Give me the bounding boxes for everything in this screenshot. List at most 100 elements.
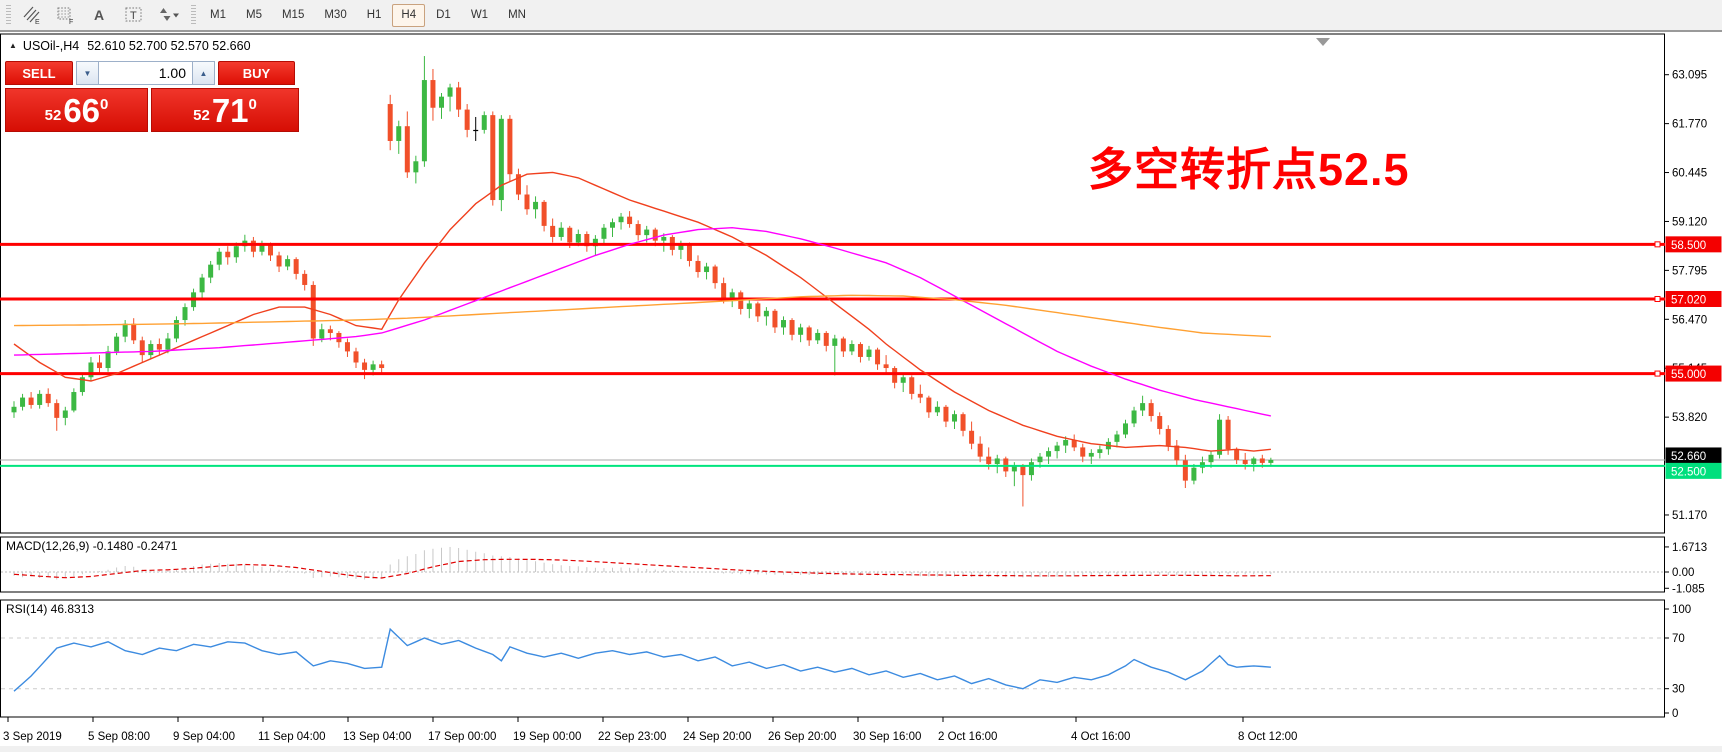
sell-price-sup: 0 [100, 95, 109, 113]
candle-body [62, 410, 68, 418]
candle-body [524, 194, 530, 210]
candle-body [396, 126, 402, 141]
cycle-arrows-icon[interactable] [152, 2, 184, 28]
candle-body [584, 234, 590, 247]
candle-body [840, 338, 846, 352]
candle-body [1234, 449, 1240, 460]
price-tick-label: 57.795 [1672, 265, 1707, 277]
candle-body [88, 362, 94, 378]
candle-body [447, 87, 453, 97]
volume-decrease-button[interactable]: ▼ [76, 61, 99, 85]
timeframe-m1[interactable]: M1 [210, 8, 226, 21]
candle-body [310, 284, 316, 339]
candle-body [370, 364, 376, 370]
time-tick-label: 24 Sep 20:00 [683, 731, 751, 743]
candle-body [302, 273, 308, 285]
toolbar-grip[interactable] [6, 5, 11, 25]
svg-text:T: T [130, 10, 137, 22]
time-tick-label: 2 Oct 16:00 [938, 731, 997, 743]
timeframe-mn[interactable]: MN [508, 8, 526, 21]
candle-body [327, 329, 333, 333]
candle-body [943, 406, 949, 422]
candle-body [832, 338, 838, 346]
candle-body [610, 222, 615, 228]
timeframe-m30[interactable]: M30 [324, 8, 347, 21]
buy-button[interactable]: BUY [218, 61, 295, 85]
candle-body [515, 174, 521, 195]
time-tick-label: 26 Sep 20:00 [768, 731, 836, 743]
candle-body [456, 87, 462, 110]
macd-panel[interactable] [0, 536, 1665, 593]
volume-input[interactable] [99, 61, 192, 85]
timeframe-m15[interactable]: M15 [281, 8, 305, 21]
candle-body [473, 129, 479, 132]
candle-body [567, 227, 573, 243]
sell-price-box[interactable]: 52 66 0 [5, 88, 148, 132]
candle-body [319, 329, 325, 339]
candle-body [165, 338, 171, 350]
timeframe-m5[interactable]: M5 [245, 8, 262, 21]
candle-body [695, 260, 701, 273]
buy-price-box[interactable]: 52 71 0 [151, 88, 299, 132]
toolbar-grip-2[interactable] [191, 5, 196, 25]
timeframe-h1[interactable]: H1 [366, 8, 382, 21]
candle-body [122, 323, 128, 337]
candle-body [1011, 465, 1017, 472]
draw-channel-icon[interactable]: E [16, 2, 48, 28]
ohlc-values: 52.610 52.700 52.570 52.660 [87, 39, 251, 53]
timeframe-h4[interactable]: H4 [392, 3, 426, 27]
candle-body [721, 283, 727, 298]
candle-body [182, 307, 188, 321]
price-badge [1665, 447, 1722, 464]
candle-body [131, 323, 137, 341]
candle-body [216, 251, 222, 265]
timeframe-d1[interactable]: D1 [436, 8, 451, 21]
candle-body [994, 458, 1000, 465]
candle-body [54, 403, 60, 418]
candle-body [1037, 456, 1043, 463]
candle-body [1131, 410, 1137, 424]
hline-endpoint-marker [1654, 295, 1661, 302]
font-icon[interactable]: A [84, 2, 116, 28]
candle-body [533, 201, 539, 210]
price-tick-label: 51.170 [1672, 510, 1707, 522]
price-badge [1665, 236, 1722, 253]
textbox-icon[interactable]: T [118, 2, 150, 28]
sell-button[interactable]: SELL [5, 61, 73, 85]
buy-price-big: 71 [211, 91, 249, 129]
candle-body [806, 327, 812, 341]
candle-body [618, 216, 624, 223]
candle-body [969, 430, 975, 444]
timeframe-w1[interactable]: W1 [470, 8, 489, 21]
candle-body [225, 251, 231, 258]
buy-price-prefix: 52 [193, 106, 210, 124]
rsi-panel[interactable] [0, 599, 1665, 718]
candle-body [798, 327, 804, 335]
macd-tick-label: 1.6713 [1672, 542, 1707, 554]
price-tick-label: 60.445 [1672, 168, 1707, 180]
candle-body [1191, 467, 1197, 481]
chart-title: ▲ USOil-,H4 52.610 52.700 52.570 52.660 [9, 39, 251, 53]
grid-fibo-icon[interactable]: F [50, 2, 82, 28]
candle-body [960, 414, 966, 431]
candle-body [575, 234, 581, 243]
candle-body [558, 227, 564, 237]
candle-body [781, 320, 786, 328]
time-tick-label: 11 Sep 04:00 [258, 731, 326, 743]
chart-text-annotation[interactable]: 多空转折点52.5 [1088, 144, 1410, 195]
candle-body [276, 255, 282, 267]
candle-body [71, 392, 77, 411]
candle-body [11, 406, 17, 413]
candle-body [823, 332, 829, 346]
candle-body [883, 364, 889, 369]
candle-body [1148, 403, 1154, 417]
candle-body [490, 115, 496, 201]
candle-body [789, 320, 795, 335]
sell-price-prefix: 52 [44, 106, 62, 124]
candle-body [1114, 434, 1120, 442]
volume-increase-button[interactable]: ▲ [192, 61, 215, 85]
candle-body [892, 368, 898, 383]
collapse-arrow-icon[interactable]: ▲ [9, 41, 17, 50]
candle-body [387, 104, 393, 141]
